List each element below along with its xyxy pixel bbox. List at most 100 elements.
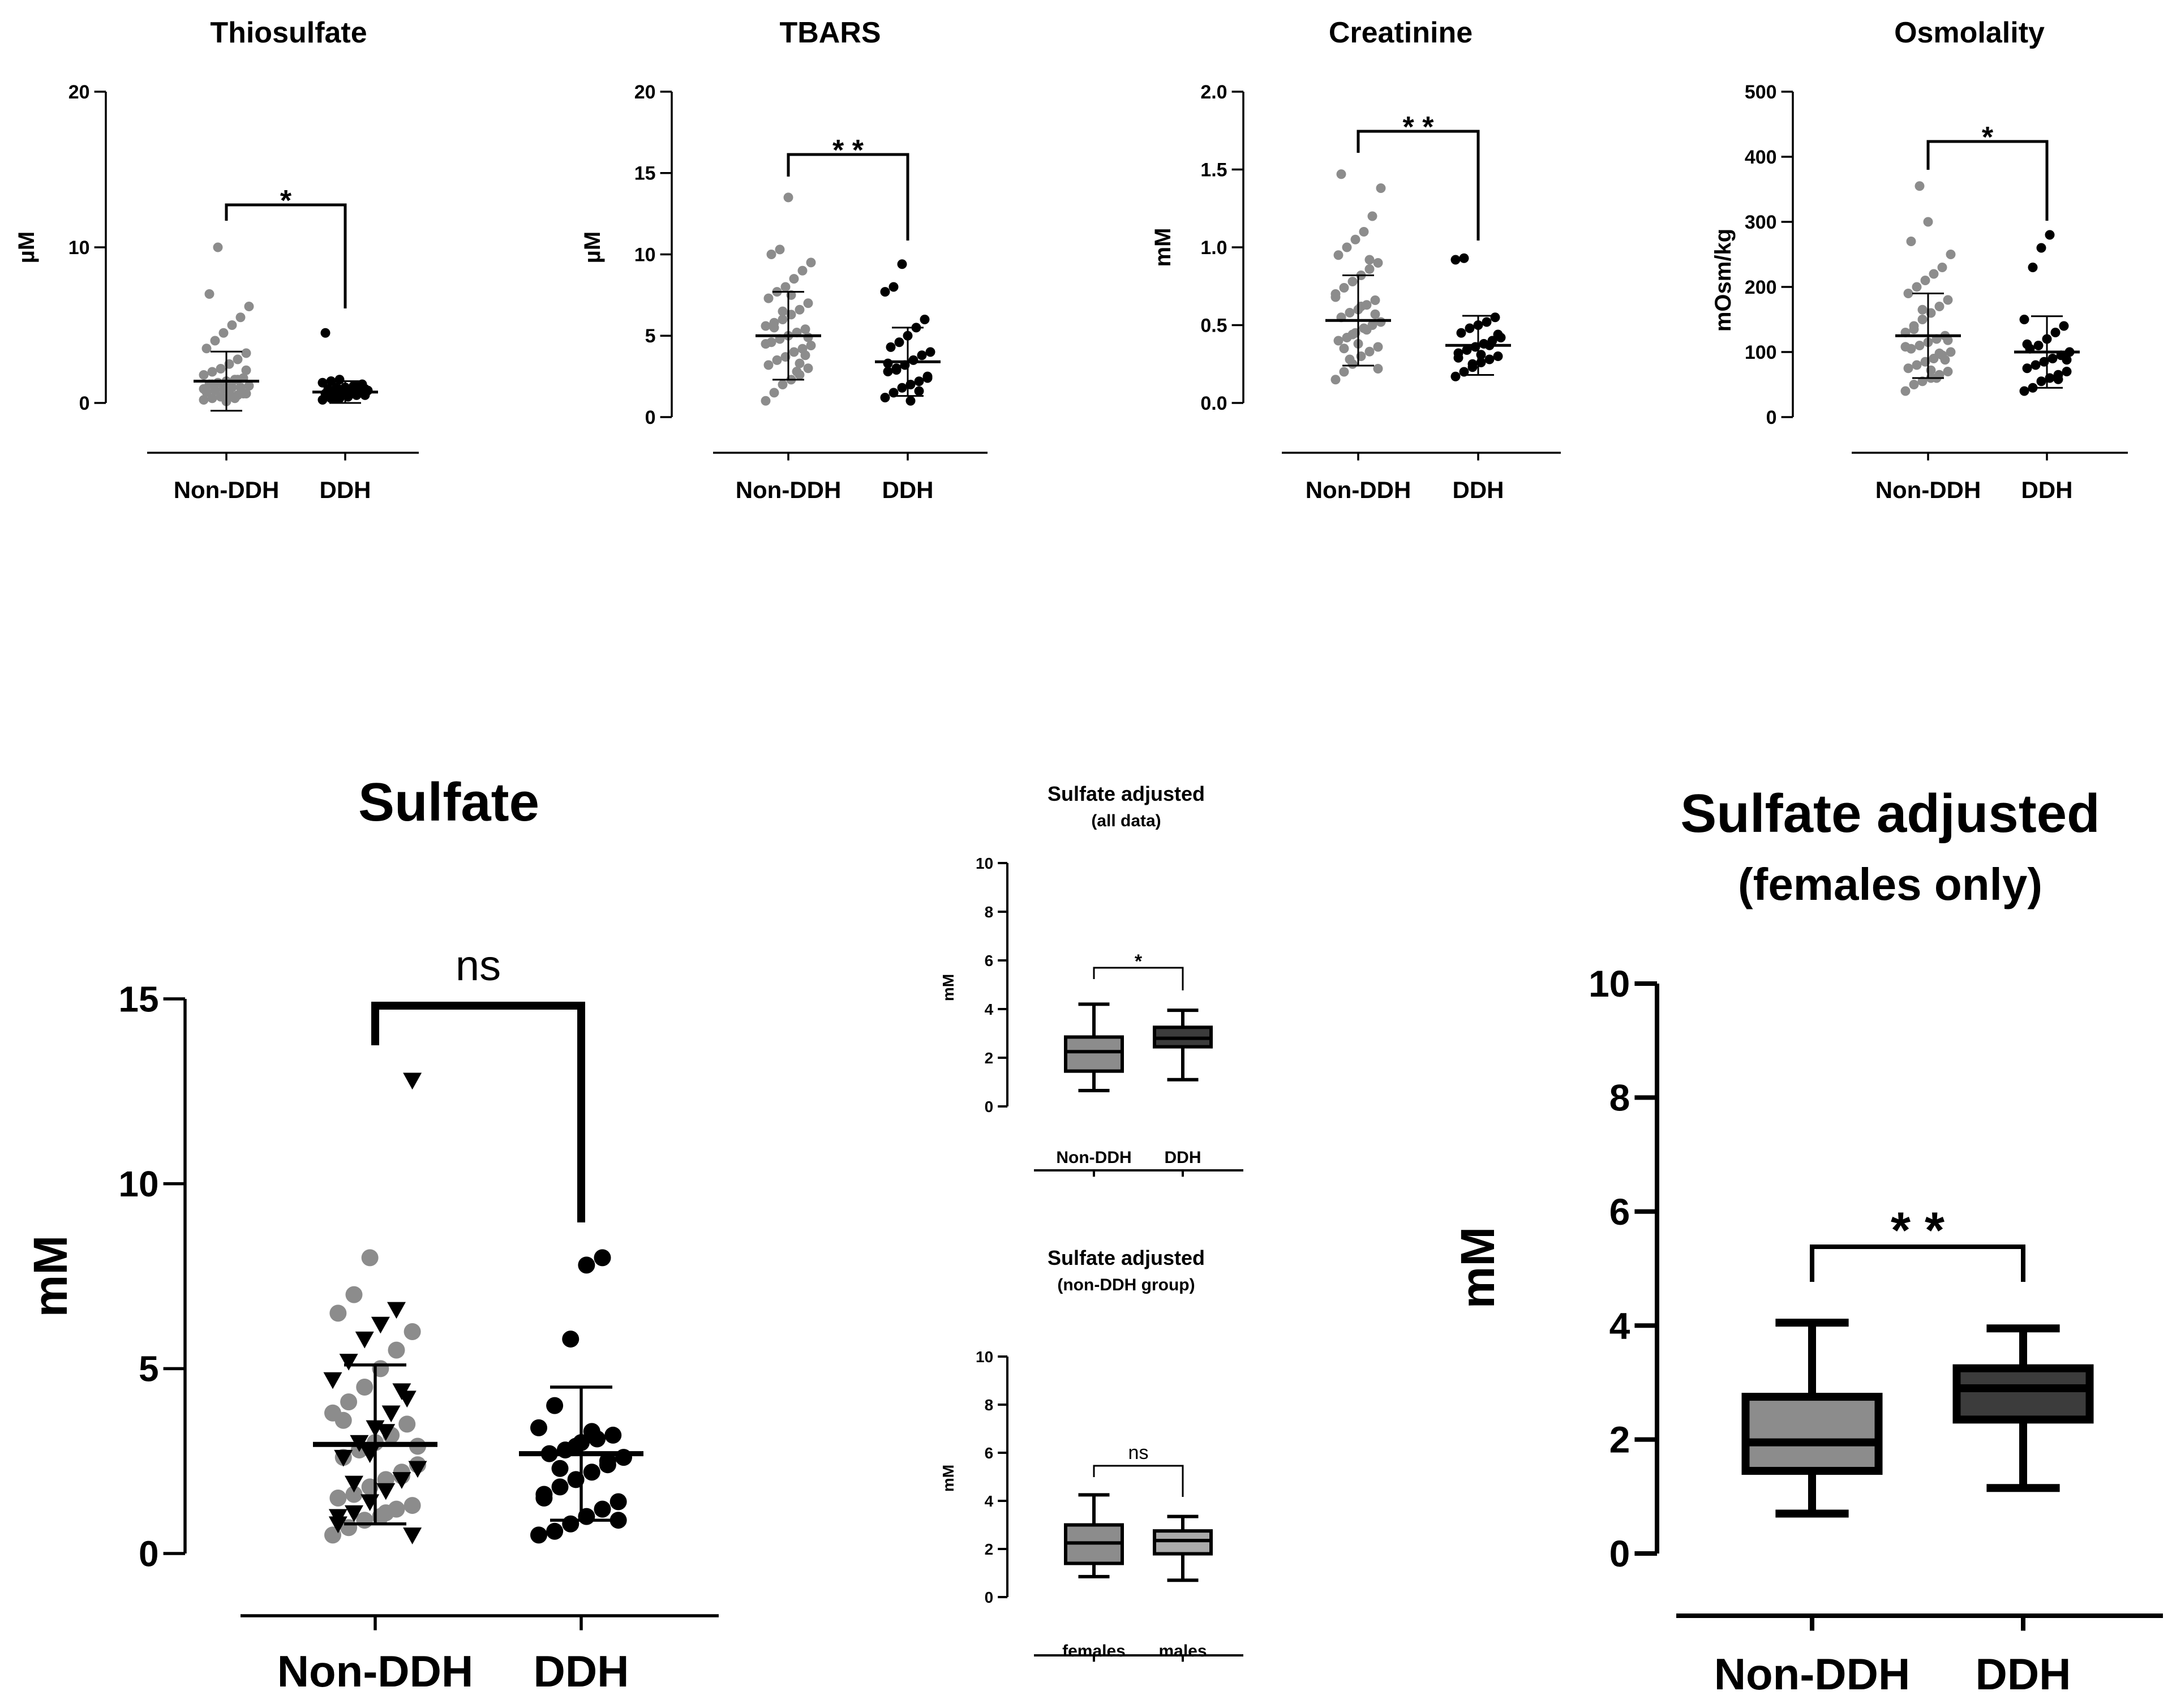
chart-title: Sulfate adjusted bbox=[1048, 782, 1205, 805]
data-point bbox=[2033, 341, 2044, 350]
data-point bbox=[2028, 263, 2038, 272]
data-point bbox=[1915, 181, 1925, 191]
data-point bbox=[1453, 353, 1463, 363]
data-point bbox=[345, 1486, 363, 1503]
data-point bbox=[1934, 348, 1945, 358]
significance-label: ns bbox=[1128, 1442, 1149, 1464]
chart-tbars-1: TBARS 0 5 10 15 20 µM Non-DDH DDH * * bbox=[580, 16, 988, 503]
chart-title: Sulfate adjusted bbox=[1680, 783, 2100, 844]
data-point bbox=[204, 289, 214, 299]
x-tick-label: females bbox=[1062, 1642, 1126, 1660]
data-point bbox=[213, 242, 223, 252]
data-point bbox=[244, 381, 254, 391]
significance-bracket bbox=[787, 153, 909, 241]
data-point bbox=[609, 1493, 627, 1510]
data-point bbox=[583, 1423, 600, 1440]
data-point bbox=[207, 393, 217, 404]
y-tick-label: 6 bbox=[985, 1444, 994, 1462]
data-point bbox=[922, 373, 933, 383]
y-tick-label: 4 bbox=[985, 1492, 994, 1510]
data-point bbox=[2050, 328, 2061, 337]
data-point bbox=[1909, 324, 1919, 334]
data-point bbox=[880, 287, 890, 297]
data-point bbox=[1465, 323, 1475, 333]
y-tick-label: 15 bbox=[634, 163, 656, 184]
y-tick-label: 4 bbox=[985, 1001, 994, 1018]
data-point bbox=[233, 375, 243, 385]
data-point bbox=[377, 1504, 394, 1522]
x-tick-label: Non-DDH bbox=[736, 477, 842, 503]
chart-sulfate-adjusted-7: Sulfate adjusted (females only) 0 2 4 6 8 10 mM N… bbox=[1451, 783, 2163, 1699]
data-point bbox=[562, 1331, 580, 1348]
y-tick-label: 300 bbox=[1745, 212, 1777, 233]
data-point bbox=[1459, 253, 1469, 263]
data-point bbox=[1364, 346, 1375, 357]
y-tick-label: 4 bbox=[1609, 1304, 1630, 1346]
chart-subtitle: (non-DDH group) bbox=[1057, 1276, 1195, 1294]
data-point bbox=[329, 1490, 347, 1507]
data-point bbox=[199, 395, 209, 405]
chart-thiosulfate-0: Thiosulfate 0 10 20 µM Non-DDH DDH * bbox=[14, 16, 419, 503]
data-point bbox=[1462, 345, 1472, 355]
data-point bbox=[1934, 302, 1945, 311]
data-point bbox=[1364, 264, 1375, 274]
data-point bbox=[803, 363, 813, 374]
data-point bbox=[551, 1460, 569, 1477]
data-point bbox=[216, 364, 226, 374]
data-point bbox=[1345, 354, 1355, 364]
y-tick-label: 2 bbox=[985, 1049, 994, 1067]
significance-bracket bbox=[1093, 1465, 1184, 1497]
data-point bbox=[1364, 255, 1375, 265]
data-point bbox=[1943, 295, 1953, 305]
data-point bbox=[780, 282, 791, 292]
data-point bbox=[244, 302, 254, 311]
data-point bbox=[880, 393, 890, 402]
x-tick-label: Non-DDH bbox=[1306, 477, 1411, 503]
data-point bbox=[546, 1522, 564, 1540]
data-point-triangle bbox=[328, 1509, 347, 1526]
data-point bbox=[1940, 355, 1950, 365]
box bbox=[1952, 1364, 2094, 1424]
data-point bbox=[2047, 354, 2058, 363]
data-point-triangle bbox=[345, 1505, 363, 1522]
y-tick-label: 10 bbox=[976, 1348, 993, 1366]
y-tick-label: 100 bbox=[1745, 342, 1777, 363]
y-tick-label: 8 bbox=[985, 903, 994, 921]
data-point bbox=[908, 355, 918, 365]
data-point bbox=[792, 367, 802, 376]
data-point bbox=[2062, 355, 2072, 365]
data-point bbox=[1946, 250, 1956, 259]
y-tick-label: 6 bbox=[1609, 1191, 1630, 1233]
significance-bracket bbox=[1926, 140, 2049, 221]
data-point bbox=[800, 350, 810, 361]
data-point bbox=[218, 328, 229, 338]
significance-label: * bbox=[280, 184, 292, 217]
data-point bbox=[2022, 339, 2032, 349]
significance-bracket bbox=[371, 1002, 585, 1222]
data-point bbox=[1339, 367, 1349, 377]
data-point-triangle bbox=[334, 1449, 353, 1467]
data-point bbox=[216, 392, 226, 402]
data-point bbox=[1336, 169, 1346, 179]
significance-label: * bbox=[1982, 121, 1994, 154]
data-point bbox=[199, 384, 209, 394]
data-point bbox=[594, 1249, 611, 1267]
y-tick-label: 2.0 bbox=[1200, 81, 1227, 103]
data-point bbox=[2022, 363, 2032, 374]
y-tick-label: 10 bbox=[976, 855, 993, 872]
y-tick-label: 20 bbox=[68, 81, 90, 103]
x-tick-label: DDH bbox=[534, 1646, 629, 1696]
data-point bbox=[334, 375, 345, 385]
data-point bbox=[914, 386, 924, 396]
data-point bbox=[233, 354, 243, 364]
data-point bbox=[1376, 317, 1386, 327]
data-point bbox=[604, 1426, 622, 1444]
data-point bbox=[1903, 289, 1913, 298]
data-point bbox=[594, 1500, 611, 1518]
data-point bbox=[925, 347, 935, 357]
data-point bbox=[778, 380, 788, 389]
data-point-triangle bbox=[371, 1316, 390, 1334]
data-point bbox=[356, 1379, 374, 1396]
data-point bbox=[2036, 243, 2046, 253]
